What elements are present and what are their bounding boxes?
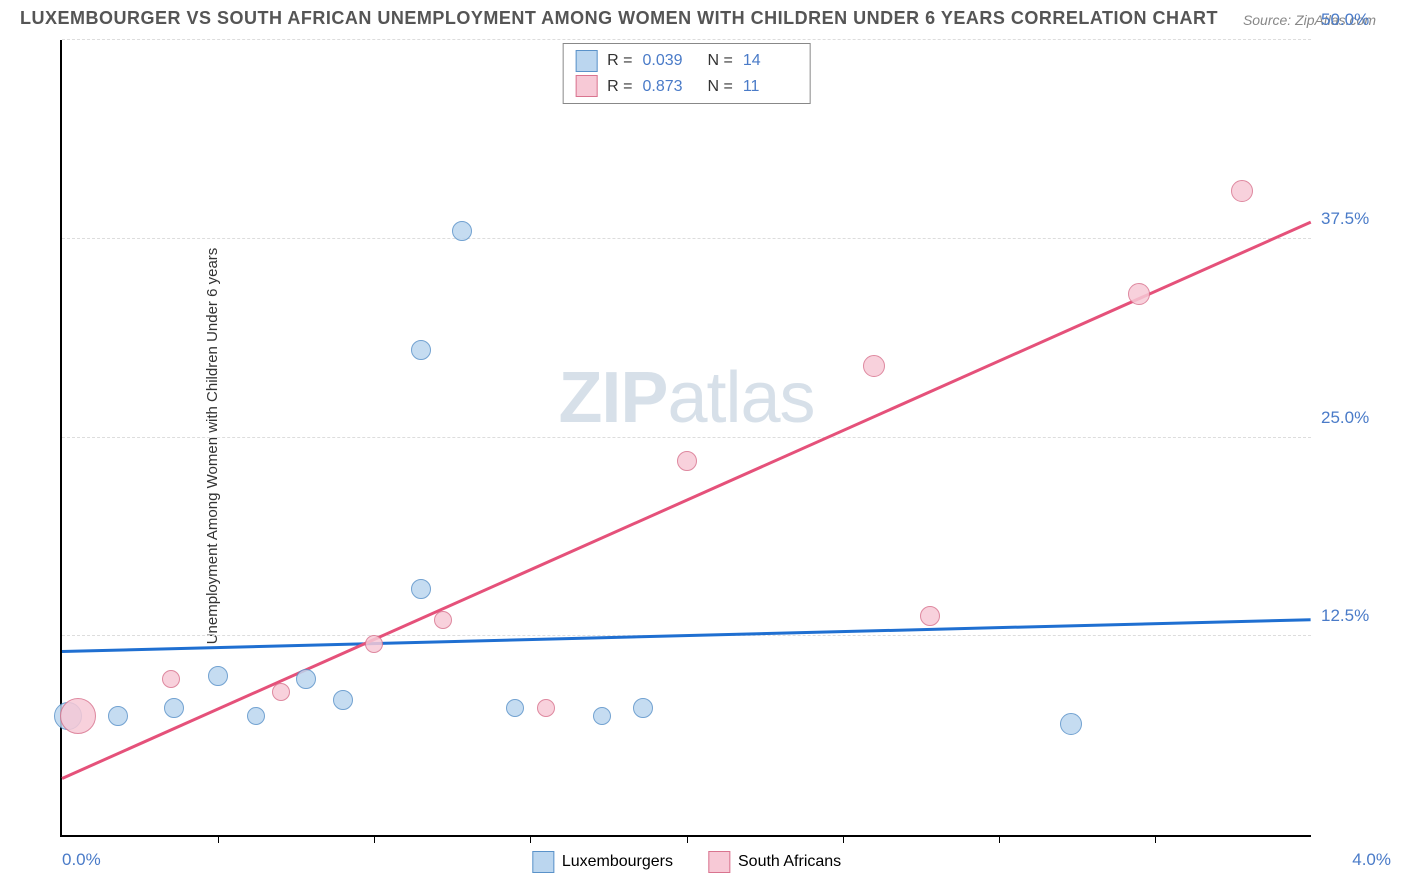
data-point xyxy=(60,698,96,734)
legend-item: Luxembourgers xyxy=(532,851,673,873)
legend-r-label: R = xyxy=(607,48,632,74)
watermark: ZIPatlas xyxy=(558,357,814,439)
legend-swatch xyxy=(532,851,554,873)
data-point xyxy=(633,698,653,718)
gridline xyxy=(62,437,1311,438)
y-tick-label: 37.5% xyxy=(1321,209,1386,229)
data-point xyxy=(162,670,180,688)
series-legend: Luxembourgers South Africans xyxy=(532,851,841,873)
legend-swatch xyxy=(708,851,730,873)
legend-r-value: 0.873 xyxy=(643,74,698,100)
x-axis-min-label: 0.0% xyxy=(62,850,101,870)
x-tick xyxy=(218,835,219,843)
y-tick-label: 25.0% xyxy=(1321,408,1386,428)
chart-plot-area: ZIPatlas R =0.039N =14R =0.873N =11 0.0%… xyxy=(60,40,1311,837)
y-tick-label: 50.0% xyxy=(1321,10,1386,30)
data-point xyxy=(333,690,353,710)
correlation-legend: R = 0.039 N = 14 R = 0.873 N = 11 xyxy=(562,43,811,104)
legend-row: R = 0.873 N = 11 xyxy=(575,74,798,100)
legend-label: Luxembourgers xyxy=(562,853,673,871)
data-point xyxy=(920,606,940,626)
legend-n-label: N = xyxy=(708,74,733,100)
trendline xyxy=(61,220,1311,779)
data-point xyxy=(593,707,611,725)
data-point xyxy=(863,355,885,377)
data-point xyxy=(247,707,265,725)
legend-n-label: N = xyxy=(708,48,733,74)
data-point xyxy=(506,699,524,717)
watermark-atlas: atlas xyxy=(667,358,814,438)
data-point xyxy=(411,340,431,360)
x-axis-max-label: 4.0% xyxy=(1352,850,1391,870)
legend-row: R = 0.039 N = 14 xyxy=(575,48,798,74)
data-point xyxy=(365,635,383,653)
legend-n-value: 11 xyxy=(743,74,798,100)
legend-r-value: 0.039 xyxy=(643,48,698,74)
data-point xyxy=(1231,180,1253,202)
chart-title: LUXEMBOURGER VS SOUTH AFRICAN UNEMPLOYME… xyxy=(20,8,1218,29)
x-tick xyxy=(530,835,531,843)
gridline xyxy=(62,238,1311,239)
gridline xyxy=(62,39,1311,40)
data-point xyxy=(1060,713,1082,735)
data-point xyxy=(208,666,228,686)
data-point xyxy=(272,683,290,701)
data-point xyxy=(411,579,431,599)
x-tick xyxy=(843,835,844,843)
data-point xyxy=(108,706,128,726)
legend-item: South Africans xyxy=(708,851,841,873)
x-tick xyxy=(687,835,688,843)
x-tick xyxy=(1155,835,1156,843)
data-point xyxy=(537,699,555,717)
data-point xyxy=(164,698,184,718)
data-point xyxy=(296,669,316,689)
data-point xyxy=(1128,283,1150,305)
data-point xyxy=(434,611,452,629)
y-tick-label: 12.5% xyxy=(1321,606,1386,626)
x-tick xyxy=(999,835,1000,843)
legend-n-value: 14 xyxy=(743,48,798,74)
legend-label: South Africans xyxy=(738,853,841,871)
watermark-zip: ZIP xyxy=(558,358,667,438)
data-point xyxy=(452,221,472,241)
legend-r-label: R = xyxy=(607,74,632,100)
data-point xyxy=(677,451,697,471)
legend-swatch xyxy=(575,50,597,72)
legend-swatch xyxy=(575,75,597,97)
x-tick xyxy=(374,835,375,843)
